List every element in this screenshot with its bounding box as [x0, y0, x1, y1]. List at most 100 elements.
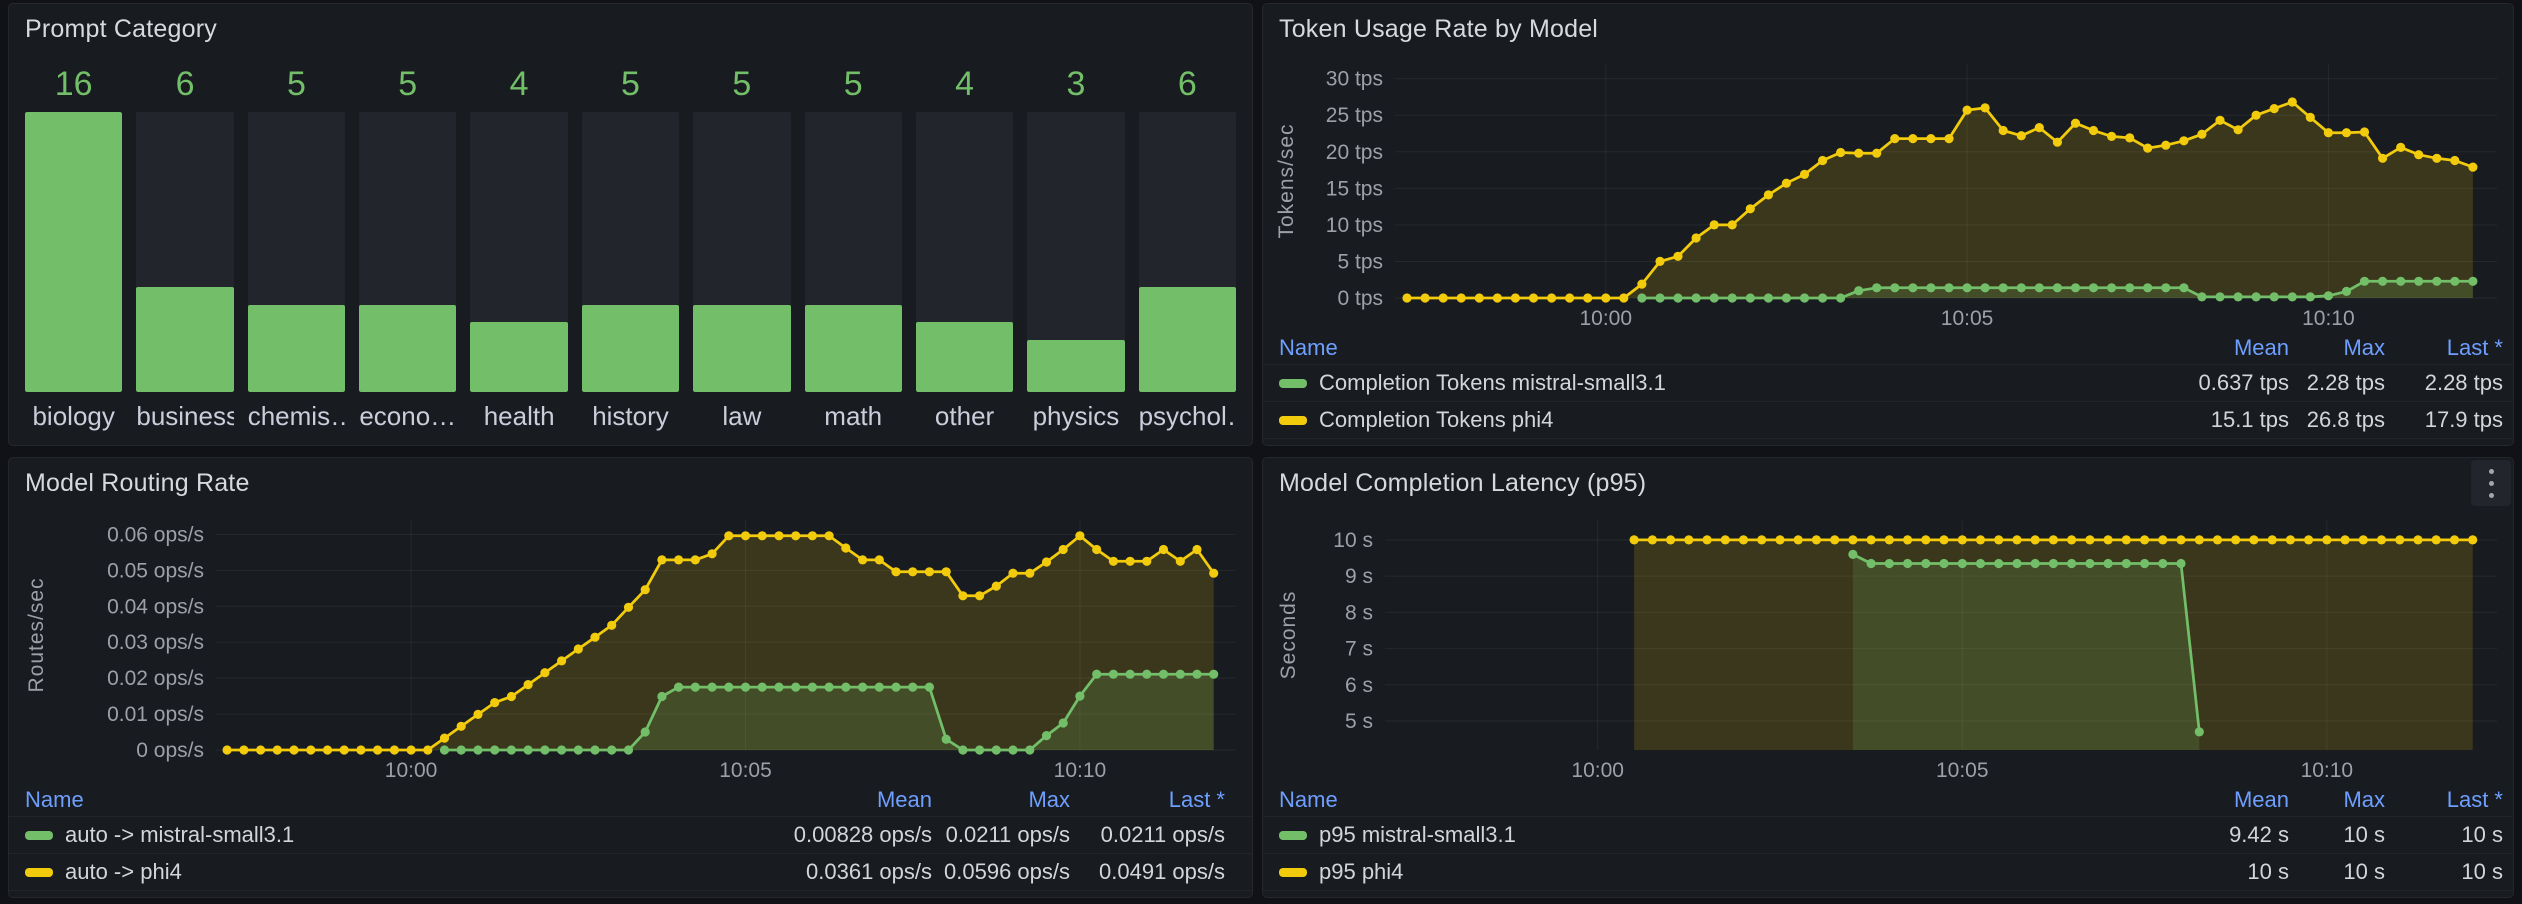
legend-col-max[interactable]: Max: [1028, 787, 1070, 812]
kebab-menu-icon: [2488, 468, 2494, 474]
legend-col-name[interactable]: Name: [1279, 787, 1338, 812]
legend-row: p95 phi4 10 s 10 s 10 s: [1263, 854, 2513, 891]
bar-track: [693, 112, 791, 392]
bar-column-physics[interactable]: 3 physics: [1027, 58, 1125, 433]
series-last: 0.0211 ops/s: [1100, 822, 1225, 847]
panel-title[interactable]: Prompt Category: [25, 15, 217, 43]
svg-text:10:00: 10:00: [1579, 307, 1632, 330]
bar-column-psychol[interactable]: 6 psychol…: [1138, 58, 1236, 433]
legend-col-last[interactable]: Last *: [1168, 787, 1225, 812]
bar-value: 5: [398, 65, 418, 103]
bar-category-label: history: [592, 401, 669, 431]
bar-fill: [1138, 287, 1236, 392]
kebab-menu-icon: [2488, 492, 2494, 498]
series-name[interactable]: auto -> phi4: [65, 859, 182, 884]
svg-text:8 s: 8 s: [1345, 601, 1373, 624]
legend-col-name[interactable]: Name: [1279, 335, 1338, 360]
series-max: 10 s: [2343, 859, 2385, 884]
panel-title[interactable]: Model Routing Rate: [25, 469, 250, 497]
bar-column-math[interactable]: 5 math: [804, 58, 902, 433]
bar-category-label: biology: [32, 401, 115, 431]
bar-fill: [693, 304, 791, 392]
legend-col-max[interactable]: Max: [2343, 787, 2385, 812]
bar-fill: [25, 112, 123, 392]
bar-value: 5: [732, 65, 752, 103]
svg-text:Routes/sec: Routes/sec: [25, 577, 48, 692]
legend: Name Mean Max Last * p95 mistral-small3.…: [1263, 784, 2513, 897]
series-name[interactable]: p95 mistral-small3.1: [1319, 822, 1516, 847]
bar-value: 6: [175, 65, 195, 103]
bar-track: [804, 112, 902, 392]
bar-fill: [804, 304, 902, 392]
token-usage-chart[interactable]: 0 tps 5 tps 10 tps 15 tps 20 tps 25 tps 30 tps…: [1263, 50, 2513, 332]
bar-category-label: physics: [1032, 401, 1120, 431]
bar-column-business[interactable]: 6 business: [136, 58, 234, 433]
series-max: 2.28 tps: [2306, 370, 2385, 395]
svg-text:Seconds: Seconds: [1277, 591, 1300, 680]
legend-col-max[interactable]: Max: [2343, 335, 2385, 360]
bar-value: 4: [509, 65, 529, 103]
series-swatch: [1279, 867, 1307, 877]
prompt-category-bar-gauge[interactable]: 16 biology 6 business 5 chemis… 5 econo… 4 health…: [9, 50, 1252, 445]
series-swatch: [25, 867, 53, 877]
bar-track: [915, 112, 1014, 392]
series-swatch: [1279, 378, 1307, 388]
series-name[interactable]: p95 phi4: [1319, 859, 1404, 884]
bar-value: 5: [621, 65, 640, 103]
series-swatch: [25, 830, 53, 840]
panel-title[interactable]: Token Usage Rate by Model: [1279, 15, 1599, 43]
completion-latency-chart[interactable]: 5 s 6 s 7 s 8 s 9 s 10 s 10:00 10:05 10:10 Second…: [1263, 504, 2513, 784]
legend-col-mean[interactable]: Mean: [876, 787, 932, 812]
bar-track: [1027, 112, 1125, 392]
bar-category-label: chemis…: [247, 401, 345, 431]
model-routing-chart[interactable]: 0 ops/s 0.01 ops/s 0.02 ops/s 0.03 ops/s 0.0…: [9, 504, 1252, 784]
bar-column-chemis[interactable]: 5 chemis…: [247, 58, 346, 433]
bar-column-history[interactable]: 5 history: [581, 58, 680, 433]
bar-value: 16: [54, 65, 93, 103]
bar-fill: [470, 322, 568, 392]
bar-value: 3: [1066, 65, 1086, 103]
panel-header[interactable]: Model Routing Rate: [9, 458, 1252, 504]
panel-header[interactable]: Model Completion Latency (p95): [1263, 458, 2513, 506]
bar-category-label: psychol…: [1138, 401, 1236, 431]
svg-text:10:10: 10:10: [1054, 759, 1107, 782]
series-name[interactable]: Completion Tokens mistral-small3.1: [1319, 370, 1666, 395]
bar-column-econo[interactable]: 5 econo…: [359, 58, 457, 433]
panel-token-usage: Token Usage Rate by Model 0 tps 5 tps 10 t…: [1262, 3, 2514, 446]
legend-col-name[interactable]: Name: [25, 787, 84, 812]
svg-text:5 s: 5 s: [1345, 710, 1373, 733]
bar-value: 6: [1177, 65, 1197, 103]
bar-track: [25, 112, 123, 392]
svg-text:5 tps: 5 tps: [1337, 250, 1383, 273]
panel-title[interactable]: Model Completion Latency (p95): [1279, 469, 1647, 497]
bar-track: [581, 112, 680, 392]
bar-column-biology[interactable]: 16 biology: [25, 58, 123, 433]
bar-column-health[interactable]: 4 health: [470, 58, 568, 433]
series-max: 0.0596 ops/s: [944, 859, 1070, 884]
panel-menu-button[interactable]: [2471, 460, 2511, 506]
series-last: 2.28 tps: [2424, 370, 2503, 395]
legend-col-last[interactable]: Last *: [2446, 335, 2503, 360]
legend-col-last[interactable]: Last *: [2446, 787, 2503, 812]
svg-text:10:05: 10:05: [719, 759, 772, 782]
panel-header[interactable]: Prompt Category: [9, 4, 1252, 50]
svg-text:Tokens/sec: Tokens/sec: [1275, 123, 1298, 238]
panel-header[interactable]: Token Usage Rate by Model: [1263, 4, 2513, 50]
legend-col-mean[interactable]: Mean: [2233, 335, 2289, 360]
svg-text:0.05 ops/s: 0.05 ops/s: [107, 559, 204, 582]
bar-fill: [136, 287, 234, 392]
legend-row: auto -> mistral-small3.1 0.00828 ops/s 0…: [9, 817, 1252, 854]
bar-category-label: law: [722, 401, 762, 431]
legend-header: Name Mean Max Last *: [1263, 332, 2513, 365]
series-mean: 9.42 s: [2229, 822, 2289, 847]
bar-value: 5: [843, 65, 863, 103]
legend-col-mean[interactable]: Mean: [2233, 787, 2289, 812]
bar-column-other[interactable]: 4 other: [915, 58, 1014, 433]
bar-column-law[interactable]: 5 law: [693, 58, 791, 433]
panel-model-routing: Model Routing Rate 0 ops/s 0.01 ops/s 0.02…: [8, 457, 1253, 898]
series-name[interactable]: auto -> mistral-small3.1: [65, 822, 295, 847]
svg-text:0.06 ops/s: 0.06 ops/s: [107, 523, 204, 546]
svg-text:7 s: 7 s: [1345, 638, 1373, 661]
series-name[interactable]: Completion Tokens phi4: [1319, 407, 1554, 432]
